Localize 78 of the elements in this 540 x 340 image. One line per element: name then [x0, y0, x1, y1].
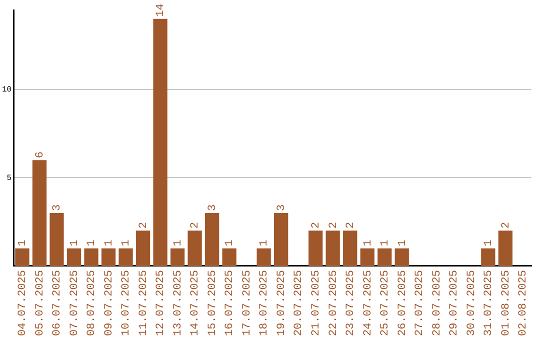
data-label: 1	[17, 239, 30, 246]
x-tick-label: 13.07.2025	[172, 270, 184, 336]
data-label: 3	[276, 204, 288, 212]
x-tick-label: 18.07.2025	[258, 270, 271, 336]
data-label: 1	[380, 239, 392, 246]
bar	[326, 230, 340, 266]
x-tick-label: 21.07.2025	[310, 270, 322, 336]
data-label: 1	[362, 239, 374, 246]
bar	[136, 230, 150, 266]
data-label: 2	[138, 222, 150, 229]
x-tick-label: 17.07.2025	[241, 270, 254, 336]
bar	[66, 248, 82, 266]
x-tick-label: 30.07.2025	[466, 270, 478, 336]
bar	[360, 248, 374, 266]
x-tick-label: 11.07.2025	[138, 270, 150, 336]
data-label: 1	[86, 239, 98, 246]
x-tick-label: 02.08.2025	[518, 270, 530, 336]
y-tick-label: 10	[2, 86, 12, 95]
bar	[481, 248, 496, 266]
bar	[204, 213, 220, 266]
x-tick-label: 20.07.2025	[293, 270, 306, 336]
x-tick-label: 14.07.2025	[190, 270, 202, 336]
bar	[498, 230, 512, 266]
bar	[153, 18, 168, 266]
x-tick-label: 27.07.2025	[414, 270, 426, 336]
x-tick-label: 12.07.2025	[155, 270, 168, 336]
bar	[394, 248, 409, 266]
x-tick-label: 07.07.2025	[68, 270, 81, 336]
bar	[274, 213, 288, 266]
data-label: 14	[155, 3, 168, 17]
bar	[32, 160, 47, 266]
bar	[118, 248, 133, 266]
bar	[50, 213, 64, 266]
x-tick-label: 23.07.2025	[345, 270, 358, 336]
x-tick-label: 15.07.2025	[206, 270, 219, 336]
data-label: 3	[206, 204, 219, 212]
bar	[188, 230, 202, 266]
data-label: 2	[345, 222, 358, 229]
x-tick-label: 04.07.2025	[17, 270, 30, 336]
data-label: 1	[120, 239, 133, 246]
data-label: 1	[258, 239, 271, 246]
data-label: 1	[172, 239, 184, 246]
data-label: 1	[396, 239, 409, 246]
data-label: 2	[500, 222, 512, 229]
data-label: 6	[34, 151, 46, 158]
data-label: 1	[103, 239, 116, 246]
x-tick-label: 05.07.2025	[34, 270, 46, 336]
y-tick-label: 5	[6, 174, 12, 183]
x-tick-label: 31.07.2025	[483, 270, 496, 336]
bar	[256, 248, 271, 266]
data-label: 2	[190, 222, 202, 229]
bar	[222, 248, 236, 266]
data-label: 1	[68, 239, 81, 246]
bar	[308, 230, 323, 266]
bar	[378, 248, 392, 266]
data-label: 1	[224, 239, 236, 246]
data-label: 1	[483, 239, 496, 246]
x-tick-label: 19.07.2025	[276, 270, 288, 336]
x-tick-label: 01.08.2025	[500, 270, 512, 336]
x-tick-label: 09.07.2025	[103, 270, 116, 336]
bar	[15, 248, 30, 266]
x-tick-label: 24.07.2025	[362, 270, 374, 336]
x-tick-label: 26.07.2025	[396, 270, 409, 336]
x-tick-label: 29.07.2025	[448, 270, 461, 336]
x-tick-label: 28.07.2025	[431, 270, 444, 336]
bar	[170, 248, 185, 266]
x-tick-label: 22.07.2025	[328, 270, 340, 336]
x-tick-label: 25.07.2025	[380, 270, 392, 336]
data-label: 2	[310, 222, 322, 229]
bar	[84, 248, 98, 266]
x-tick-label: 10.07.2025	[120, 270, 133, 336]
x-tick-label: 16.07.2025	[224, 270, 236, 336]
x-tick-label: 08.07.2025	[86, 270, 98, 336]
data-label: 2	[328, 222, 340, 229]
bar	[101, 248, 116, 266]
data-label: 3	[52, 204, 64, 212]
bar	[343, 230, 358, 266]
x-tick-label: 06.07.2025	[52, 270, 64, 336]
